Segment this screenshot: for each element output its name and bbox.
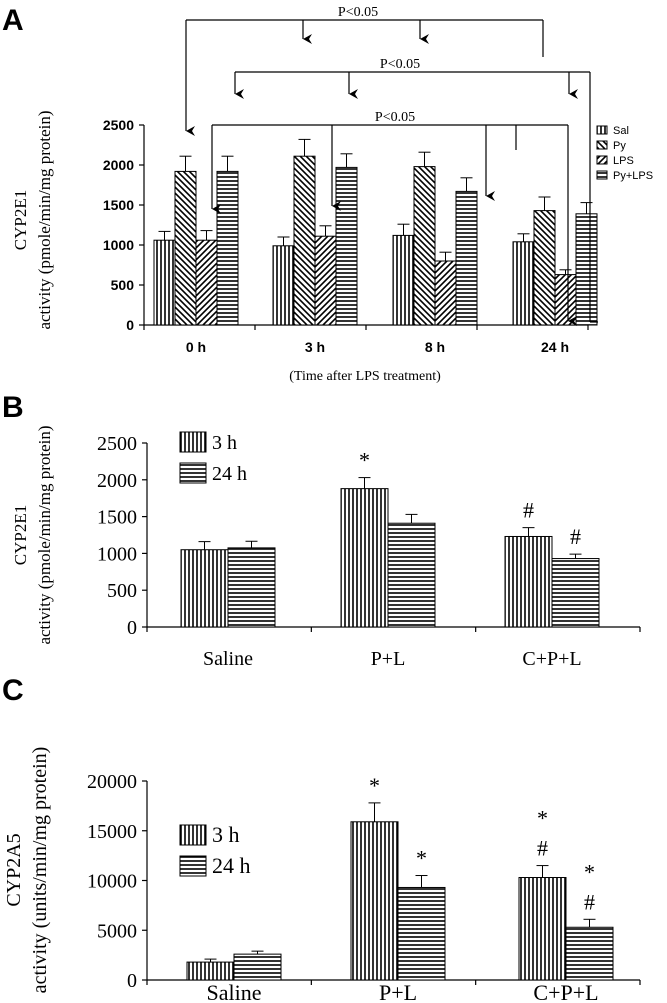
- legend-label: 3 h: [212, 822, 240, 847]
- y-tick-label: 0: [127, 970, 137, 992]
- y-tick-label: 500: [107, 580, 137, 602]
- x-axis-label: (Time after LPS treatment): [289, 369, 441, 384]
- legend-label: Sal: [613, 125, 629, 137]
- legend-swatch: [179, 824, 207, 846]
- significance-mark: *: [584, 859, 595, 884]
- y-axis-label-units: activity (pmole/min/mg protein): [35, 425, 54, 644]
- panel-c: C 0 5000 10000 15000 20000 CYP2A5 activity (uni…: [2, 674, 641, 1003]
- y-tick-label: 2000: [103, 157, 134, 173]
- bar-24-h: [227, 547, 276, 628]
- significance-mark: #: [537, 836, 548, 861]
- bar-sal: [153, 239, 176, 326]
- legend-swatch: [179, 855, 207, 877]
- bar-py: [533, 210, 556, 326]
- significance-mark: *: [359, 448, 370, 473]
- y-axis-label-units: activity (pmole/min/mg protein): [35, 110, 54, 329]
- bar-3-h: [186, 961, 235, 981]
- legend-swatch: [596, 170, 608, 180]
- x-tick-label: 8 h: [425, 339, 445, 355]
- significance-mark: *: [537, 806, 548, 831]
- y-axis-label: CYP2A5: [3, 833, 25, 906]
- y-tick-label: 15000: [87, 821, 137, 843]
- bar-sal: [392, 234, 415, 326]
- bar-sal: [272, 245, 295, 326]
- y-tick-label: 5000: [97, 920, 137, 942]
- x-tick-label: Saline: [203, 648, 253, 670]
- legend-swatch: [596, 140, 608, 150]
- bar-lps: [195, 239, 218, 326]
- x-tick-label: 0 h: [186, 339, 206, 355]
- significance-mark: #: [523, 498, 534, 523]
- y-tick-label: 20000: [87, 771, 137, 793]
- panel-a: A 0 500 1000 1500 2000 2500 CYP2E1 activity (pmo…: [2, 4, 653, 384]
- y-axis-label: CYP2E1: [11, 505, 30, 565]
- bar-py: [413, 166, 436, 326]
- bar-lps: [554, 274, 577, 326]
- significance-mark: #: [584, 889, 595, 914]
- x-tick-label: Saline: [207, 980, 262, 1003]
- bar-3-h: [504, 535, 553, 628]
- y-tick-label: 1500: [97, 507, 137, 529]
- legend-swatch: [179, 462, 207, 484]
- significance-mark: *: [369, 773, 380, 798]
- legend-swatch: [596, 125, 608, 135]
- bar-24-h: [551, 558, 600, 628]
- bar-py-lps: [455, 190, 478, 326]
- significance-brackets: P<0.05 P<0.05 P<0.05: [185, 5, 598, 326]
- bar-24-h: [387, 522, 436, 628]
- y-tick-label: 1500: [103, 197, 134, 213]
- x-tick-label: C+P+L: [522, 648, 581, 670]
- bar-py-lps: [216, 170, 239, 326]
- bar-24-h: [233, 953, 282, 981]
- legend-label: LPS: [613, 155, 634, 167]
- legend-swatch: [596, 155, 608, 165]
- y-tick-label: 2000: [97, 470, 137, 492]
- bar-py-lps: [575, 213, 598, 326]
- x-tick-label: 24 h: [541, 339, 569, 355]
- x-tick-label: 3 h: [305, 339, 325, 355]
- bar-3-h: [340, 488, 389, 628]
- panel-letter: B: [2, 391, 24, 424]
- legend-label: 24 h: [212, 853, 251, 878]
- legend-label: Py: [613, 140, 626, 152]
- bar-py: [293, 155, 316, 326]
- y-tick-label: 2500: [103, 117, 134, 133]
- y-tick-label: 10000: [87, 871, 137, 893]
- legend-swatch: [179, 431, 207, 453]
- significance-mark: *: [416, 846, 427, 871]
- bar-sal: [512, 241, 535, 326]
- legend-label: 3 h: [212, 432, 237, 454]
- bar-lps: [314, 235, 337, 326]
- x-tick-label: C+P+L: [533, 980, 598, 1003]
- legend-label: 24 h: [212, 463, 247, 485]
- x-tick-label: P+L: [379, 980, 417, 1003]
- bar-3-h: [350, 821, 399, 981]
- panel-letter: A: [2, 4, 24, 37]
- y-tick-label: 0: [126, 317, 134, 333]
- bar-24-h: [397, 886, 446, 981]
- bracket-label: P<0.05: [338, 5, 378, 20]
- bracket-label: P<0.05: [380, 57, 420, 72]
- significance-mark: #: [570, 524, 581, 549]
- y-tick-label: 0: [127, 617, 137, 639]
- bar-lps: [434, 260, 457, 326]
- bracket-label: P<0.05: [375, 110, 415, 125]
- legend-label: Py+LPS: [613, 170, 653, 182]
- y-tick-label: 1000: [97, 543, 137, 565]
- bar-py: [174, 170, 197, 326]
- panel-letter: C: [2, 674, 24, 707]
- bar-24-h: [565, 926, 614, 981]
- y-tick-label: 2500: [97, 433, 137, 455]
- y-axis-label: CYP2E1: [11, 190, 30, 250]
- bar-3-h: [180, 549, 229, 628]
- y-axis-label-units: activity (units/min/mg protein): [29, 747, 51, 994]
- y-tick-label: 1000: [103, 237, 134, 253]
- bar-3-h: [518, 877, 567, 981]
- panel-b: B 0 500 1000 1500 2000 2500 CYP2E1 activity (pmo…: [2, 391, 641, 670]
- y-tick-label: 500: [111, 277, 135, 293]
- x-tick-label: P+L: [371, 648, 406, 670]
- bar-py-lps: [335, 166, 358, 326]
